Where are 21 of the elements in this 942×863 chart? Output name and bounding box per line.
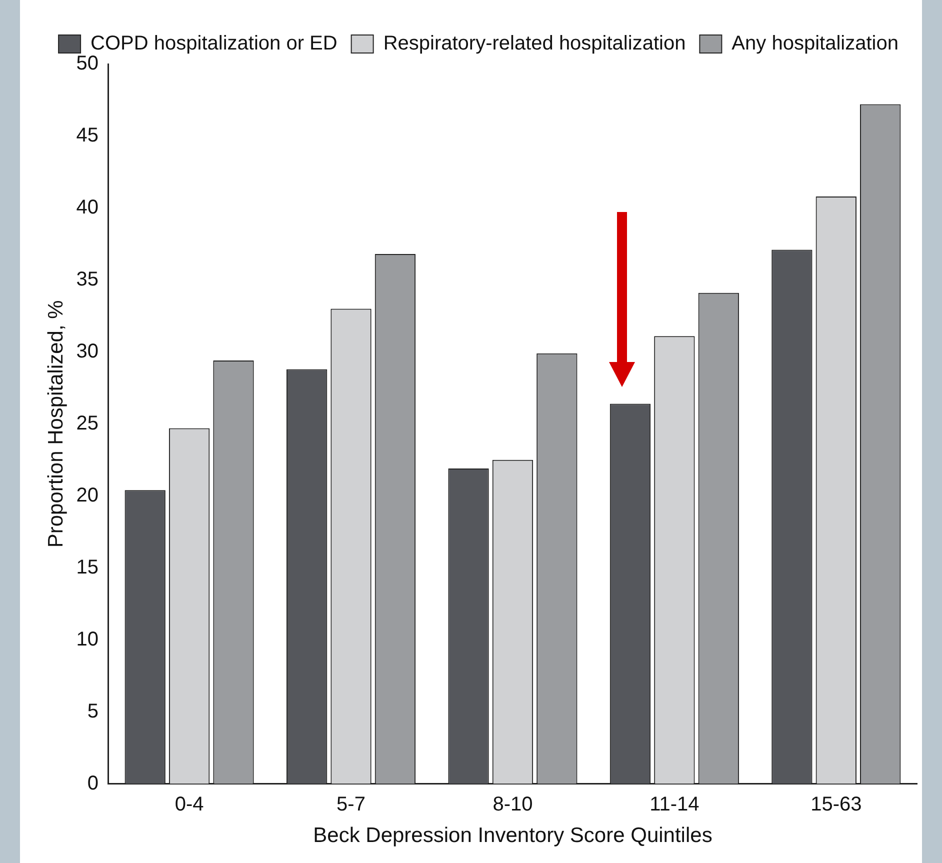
x-axis-title: Beck Depression Inventory Score Quintiles xyxy=(313,824,712,848)
y-tick-label: 5 xyxy=(87,700,98,722)
y-tick-label: 35 xyxy=(76,268,98,290)
legend-label: Any hospitalization xyxy=(732,32,898,55)
y-tick-label: 25 xyxy=(76,412,98,434)
x-tick-label: 0-4 xyxy=(174,793,204,816)
y-tick-label: 45 xyxy=(76,124,98,146)
y-tick-label: 40 xyxy=(76,196,98,218)
y-tick-label: 0 xyxy=(87,772,98,794)
legend-label: Respiratory-related hospitalization xyxy=(383,32,686,55)
y-tick-label: 10 xyxy=(76,628,98,650)
y-axis-title: Proportion Hospitalized, % xyxy=(44,300,68,548)
y-tick-label: 15 xyxy=(76,556,98,578)
x-tick-label: 8-10 xyxy=(492,793,533,816)
x-tick-label: 15-63 xyxy=(810,793,862,816)
y-tick-label: 20 xyxy=(76,484,98,506)
legend-label: COPD hospitalization or ED xyxy=(90,32,338,55)
y-tick-label: 50 xyxy=(76,52,98,75)
x-tick-label: 11-14 xyxy=(650,793,700,816)
x-tick-label: 5-7 xyxy=(336,793,366,816)
y-tick-label: 30 xyxy=(76,340,98,362)
